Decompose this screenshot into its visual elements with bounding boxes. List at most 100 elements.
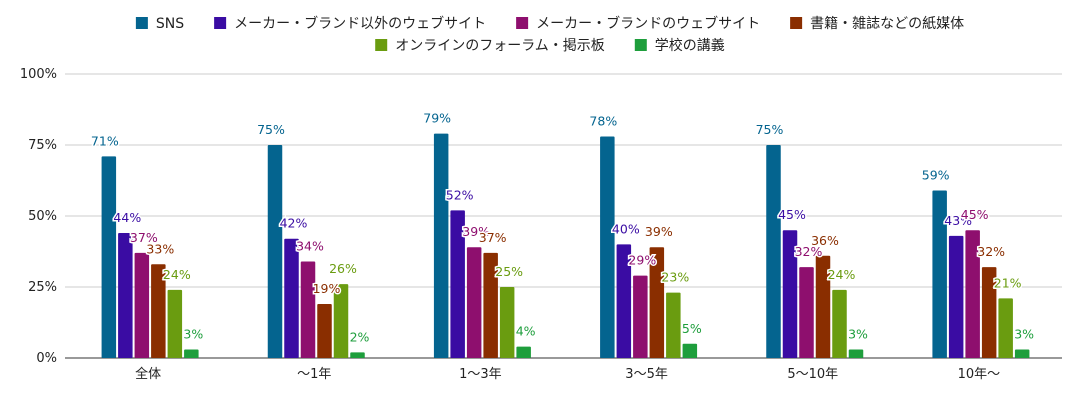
- bar: [350, 352, 365, 358]
- gridlines: [65, 73, 1062, 359]
- bar: [134, 252, 150, 358]
- legend-label: 書籍・雑誌などの紙媒体: [810, 15, 964, 32]
- x-tick-label: 10年〜: [958, 367, 1001, 382]
- bar: [466, 247, 482, 358]
- data-label: 4%: [516, 324, 536, 339]
- data-label: 44%: [113, 210, 141, 225]
- bar: [516, 346, 531, 358]
- data-label: 32%: [977, 244, 1005, 259]
- y-tick-label: 100%: [20, 67, 57, 82]
- data-label: 34%: [296, 238, 324, 253]
- bar: [932, 190, 947, 358]
- x-tick-label: 〜1年: [297, 367, 331, 382]
- legend-label: メーカー・ブランド以外のウェブサイト: [234, 15, 486, 32]
- data-label: 23%: [661, 270, 689, 285]
- legend-item: SNS: [135, 16, 184, 32]
- data-label: 45%: [961, 207, 989, 222]
- data-label: 71%: [91, 133, 119, 148]
- y-axis: 0% 25% 50% 75% 100%: [20, 67, 57, 366]
- data-label: 33%: [146, 241, 174, 256]
- data-label: 43%: [944, 213, 972, 228]
- data-label: 37%: [479, 230, 507, 245]
- data-label: 26%: [329, 261, 357, 276]
- legend-swatch: [214, 17, 227, 29]
- x-tick-label: 5〜10年: [787, 367, 838, 382]
- bar: [433, 133, 449, 358]
- data-label: 42%: [280, 216, 308, 231]
- legend-label: 学校の講義: [655, 37, 725, 54]
- data-label: 37%: [130, 230, 158, 245]
- data-label: 36%: [811, 233, 839, 248]
- bar: [1014, 349, 1030, 358]
- data-label: 21%: [994, 275, 1022, 290]
- legend-swatch: [790, 17, 803, 29]
- bar: [848, 349, 864, 358]
- data-label: 24%: [828, 267, 856, 282]
- bar: [815, 255, 831, 358]
- y-tick-label: 75%: [28, 138, 57, 153]
- data-label: 79%: [423, 111, 451, 126]
- bar: [965, 230, 980, 358]
- bar: [782, 230, 798, 358]
- data-label: 39%: [645, 224, 673, 239]
- bar: [666, 292, 681, 358]
- x-tick-label: 全体: [135, 366, 161, 382]
- bar: [766, 145, 781, 358]
- data-label: 19%: [313, 281, 341, 296]
- bar: [649, 247, 665, 358]
- bar: [450, 210, 465, 358]
- legend-item: 書籍・雑誌などの紙媒体: [790, 15, 964, 32]
- legend-item: 学校の講義: [634, 37, 725, 54]
- data-label: 39%: [462, 224, 490, 239]
- data-label: 75%: [756, 122, 784, 137]
- data-label: 3%: [1014, 326, 1034, 341]
- data-label: 52%: [446, 187, 474, 202]
- legend-item: オンラインのフォーラム・掲示板: [375, 38, 605, 54]
- bar: [184, 349, 199, 358]
- y-tick-label: 0%: [36, 351, 57, 366]
- bar: [616, 244, 632, 358]
- x-tick-label: 3〜5年: [625, 367, 668, 382]
- data-label: 2%: [350, 329, 370, 344]
- data-label: 3%: [848, 326, 868, 341]
- bar: [981, 267, 997, 358]
- data-label: 40%: [612, 221, 640, 236]
- bar: [284, 238, 299, 358]
- data-label: 24%: [163, 267, 191, 282]
- legend-label: SNS: [156, 16, 184, 32]
- bar: [118, 233, 133, 358]
- data-label: 3%: [183, 326, 203, 341]
- data-label: 5%: [682, 321, 702, 336]
- bar: [948, 235, 964, 358]
- bar: [600, 136, 615, 358]
- bar: [499, 287, 515, 358]
- legend-item: メーカー・ブランド以外のウェブサイト: [214, 15, 486, 32]
- bar: [267, 145, 283, 358]
- x-axis: 全体 〜1年 1〜3年 3〜5年 5〜10年 10年〜: [135, 366, 1000, 382]
- bar: [799, 267, 814, 358]
- legend-swatch: [634, 39, 647, 51]
- bar: [633, 275, 648, 358]
- x-tick-label: 1〜3年: [459, 367, 502, 382]
- legend-item: メーカー・ブランドのウェブサイト: [516, 15, 760, 32]
- bar: [300, 261, 316, 358]
- legend: SNS メーカー・ブランド以外のウェブサイト メーカー・ブランドのウェブサイト 書籍・…: [135, 15, 964, 54]
- y-tick-label: 50%: [28, 209, 57, 224]
- bar: [167, 289, 183, 358]
- bar: [483, 252, 498, 358]
- legend-swatch: [375, 39, 388, 51]
- bar: [151, 264, 166, 358]
- bar: [101, 156, 117, 358]
- bar: [317, 304, 332, 358]
- data-label: 45%: [778, 207, 806, 222]
- bar: [333, 284, 349, 358]
- legend-swatch: [135, 17, 148, 29]
- bar: [998, 298, 1013, 358]
- data-label: 32%: [795, 244, 823, 259]
- bar: [682, 343, 698, 358]
- data-label: 29%: [628, 253, 656, 268]
- value-labels: 71%44%37%33%24%3%75%42%34%19%26%2%79%52%…: [89, 109, 1035, 346]
- data-label: 25%: [495, 264, 523, 279]
- data-label: 78%: [589, 113, 617, 128]
